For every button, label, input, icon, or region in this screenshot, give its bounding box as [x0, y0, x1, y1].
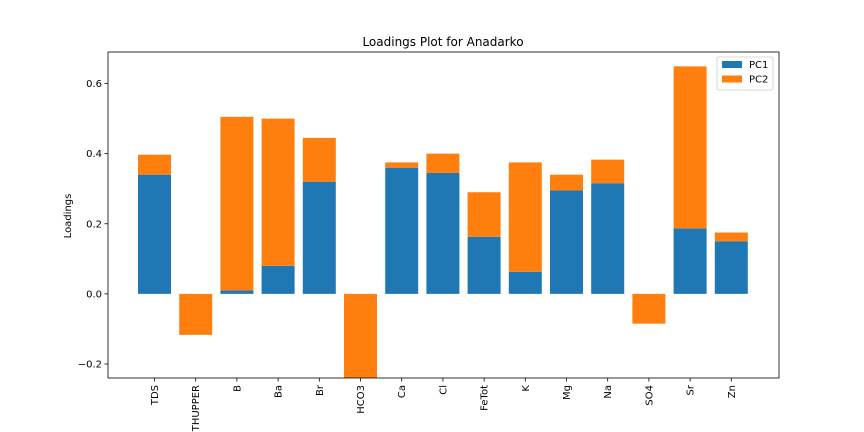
bar-pc2-na: [591, 159, 625, 184]
legend-swatch-pc1: [722, 61, 742, 68]
bar-pc2-tds: [138, 154, 171, 175]
bar-pc1-mg: [550, 190, 583, 294]
bars-group: [138, 66, 748, 378]
y-tick-label: −0.2: [78, 359, 102, 370]
bar-pc2-hco3: [344, 293, 377, 378]
x-tick-label-k: K: [521, 385, 532, 392]
bar-pc2-zn: [714, 232, 748, 242]
bar-pc1-sr: [673, 228, 707, 294]
bar-pc1-b: [220, 290, 254, 294]
x-tick-label-mg: Mg: [562, 385, 573, 400]
bar-pc2-sr: [673, 66, 707, 229]
bar-pc2-so4: [632, 293, 666, 324]
x-tick-label-b: B: [232, 385, 243, 392]
x-tick-label-cl: Cl: [438, 385, 449, 395]
bar-pc2-mg: [550, 174, 583, 191]
x-tick-label-zn: Zn: [727, 385, 738, 398]
bar-pc1-ca: [385, 167, 419, 294]
bar-pc2-ba: [261, 118, 295, 266]
bar-pc2-ca: [385, 162, 419, 168]
bar-pc1-cl: [426, 172, 460, 294]
y-axis-label: Loadings: [63, 194, 74, 239]
y-tick-label: 0.2: [86, 219, 102, 230]
x-axis: TDS THUPPER B Ba Br HCO3 Ca Cl FeTot K Mg Na SO4 Sr Zn: [150, 378, 738, 432]
y-tick-label: 0.0: [86, 289, 102, 300]
legend-label-pc2: PC2: [749, 75, 768, 86]
bar-pc1-tds: [138, 174, 171, 294]
x-tick-label-tds: TDS: [150, 385, 161, 406]
bar-pc1-fetot: [467, 236, 501, 294]
x-tick-label-na: Na: [603, 385, 614, 399]
bar-pc1-k: [508, 271, 542, 294]
bar-pc2-thupper: [179, 293, 213, 335]
bar-pc1-ba: [261, 265, 295, 294]
bar-pc2-b: [220, 116, 254, 291]
bar-pc1-na: [591, 183, 625, 294]
legend-label-pc1: PC1: [749, 60, 768, 71]
x-tick-label-sr: Sr: [686, 384, 697, 395]
chart-title: Loadings Plot for Anadarko: [362, 35, 523, 49]
x-tick-label-ba: Ba: [274, 385, 285, 398]
y-tick-label: 0.4: [86, 149, 102, 160]
x-tick-label-hco3: HCO3: [356, 385, 367, 414]
y-tick-label: 0.6: [86, 79, 102, 90]
bar-pc1-br: [302, 181, 336, 294]
bar-pc2-cl: [426, 153, 460, 173]
y-axis: −0.2 0.0 0.2 0.4 0.6: [78, 79, 108, 370]
axes-frame: [107, 51, 780, 379]
bar-pc2-br: [302, 137, 336, 182]
legend-swatch-pc2: [722, 75, 742, 83]
x-tick-label-fetot: FeTot: [480, 385, 491, 411]
x-tick-label-br: Br: [315, 384, 326, 396]
x-tick-label-thupper: THUPPER: [191, 385, 202, 432]
bar-pc2-fetot: [467, 192, 501, 237]
x-tick-label-so4: SO4: [644, 385, 655, 406]
bar-pc2-k: [508, 162, 542, 272]
x-tick-label-ca: Ca: [397, 385, 408, 398]
bar-pc1-zn: [714, 241, 748, 294]
